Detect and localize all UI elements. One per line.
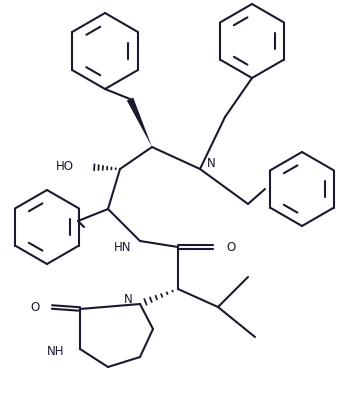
Text: N: N <box>124 293 133 306</box>
Text: NH: NH <box>47 344 64 358</box>
Text: N: N <box>207 157 216 170</box>
Text: O: O <box>226 241 235 254</box>
Text: HO: HO <box>56 160 74 173</box>
Polygon shape <box>127 98 152 148</box>
Text: HN: HN <box>114 241 131 254</box>
Text: O: O <box>31 301 40 314</box>
